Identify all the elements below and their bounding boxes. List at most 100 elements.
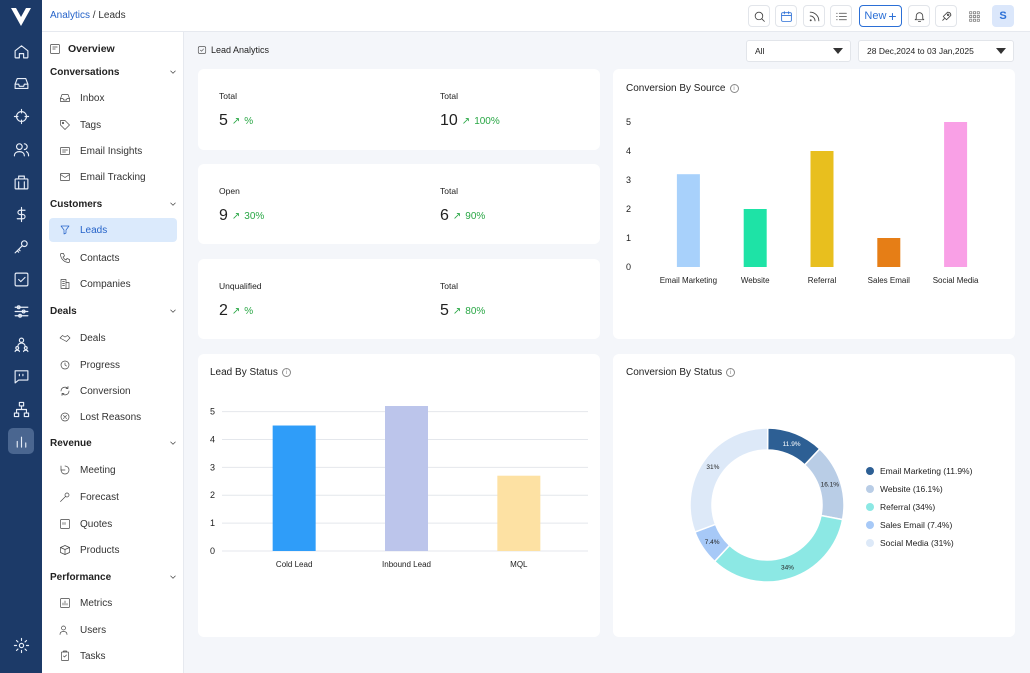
chat-icon[interactable] [8, 363, 34, 389]
sidebar-item-tasks[interactable]: Tasks [49, 644, 177, 668]
lead-by-status-chart: 0 1 2 3 4 5 Cold Lead Inbound Lead MQL [210, 406, 588, 569]
hierarchy-icon[interactable] [8, 396, 34, 422]
stat-card: Unqualified 2 ↗% Total 5 ↗ 80% [198, 259, 600, 339]
team-icon[interactable] [8, 331, 34, 357]
sidebar-item-metrics[interactable]: Metrics [49, 591, 177, 615]
stat-value: 2 [219, 302, 228, 319]
sidebar-item-quotes[interactable]: Quotes [49, 512, 177, 536]
sidebar-item-overview[interactable]: Overview [49, 42, 115, 56]
y-tick-label: 5 [626, 117, 631, 127]
search-button[interactable] [748, 5, 770, 27]
chart-title-text: Lead By Status [210, 367, 278, 378]
legend-swatch [866, 467, 874, 475]
pie-slice[interactable] [689, 427, 769, 534]
sidebar-item-lost-reasons[interactable]: Lost Reasons [49, 405, 177, 429]
section-conversations[interactable]: Conversations [50, 64, 178, 80]
sidebar-item-companies[interactable]: Companies [49, 272, 177, 296]
info-icon[interactable]: i [726, 368, 736, 377]
target-icon[interactable] [8, 103, 34, 129]
sidebar-item-meeting[interactable]: Meeting [49, 458, 177, 482]
apps-button[interactable] [963, 5, 985, 27]
status-filter-select[interactable]: All [746, 40, 851, 62]
sidebar-item-label: Lost Reasons [80, 411, 142, 423]
legend-item[interactable]: Sales Email (7.4%) [866, 516, 972, 534]
analytics-icon[interactable] [8, 428, 34, 454]
bar[interactable] [272, 425, 316, 551]
legend-item[interactable]: Website (16.1%) [866, 480, 972, 498]
legend-item[interactable]: Social Media (31%) [866, 534, 972, 552]
calendar-button[interactable] [775, 5, 797, 27]
sidebar-item-forecast[interactable]: Forecast [49, 485, 177, 509]
legend-swatch [866, 539, 874, 547]
sliders-icon[interactable] [8, 298, 34, 324]
y-tick-label: 2 [210, 490, 215, 500]
home-icon[interactable] [8, 38, 34, 64]
section-deals[interactable]: Deals [50, 303, 178, 319]
stat-percent: 30% [244, 210, 265, 222]
conversion-by-status-chart: 11.9% 16.1% 34% 7.4% 31% [689, 427, 845, 583]
x-tick-label: Referral [808, 276, 837, 285]
key-icon[interactable] [8, 233, 34, 259]
stat-value: 6 [440, 207, 449, 224]
breadcrumb-parent[interactable]: Analytics [50, 10, 91, 21]
date-range-select[interactable]: 28 Dec,2024 to 03 Jan,2025 [858, 40, 1014, 62]
info-icon[interactable]: i [281, 368, 291, 377]
slice-label: 16.1% [821, 482, 840, 489]
phone-icon [60, 253, 70, 263]
notifications-button[interactable] [908, 5, 930, 27]
stat-right: Total 10 ↗ 100% [440, 91, 500, 130]
sidebar-item-leads[interactable]: Leads [49, 218, 177, 242]
section-revenue[interactable]: Revenue [50, 435, 178, 451]
dollar-icon[interactable] [8, 201, 34, 227]
bar[interactable] [944, 122, 968, 267]
chevron-down-icon [170, 441, 176, 445]
sidebar-item-users[interactable]: Users [49, 618, 177, 642]
section-customers[interactable]: Customers [50, 196, 178, 212]
sidebar-item-tags[interactable]: Tags [49, 113, 177, 137]
feed-button[interactable] [803, 5, 825, 27]
settings-icon[interactable] [8, 632, 34, 658]
x-tick-label: Cold Lead [276, 560, 312, 569]
info-icon[interactable]: i [729, 84, 739, 93]
check-square-icon[interactable] [8, 266, 34, 292]
bar[interactable] [810, 151, 834, 267]
bar[interactable] [676, 174, 700, 267]
sidebar-item-contacts[interactable]: Contacts [49, 246, 177, 270]
sidebar-item-label: Users [80, 624, 107, 636]
sidebar-item-conversion[interactable]: Conversion [49, 379, 177, 403]
legend-label: Email Marketing (11.9%) [880, 466, 973, 476]
sidebar-item-progress[interactable]: Progress [49, 353, 177, 377]
new-button[interactable]: New + [859, 5, 902, 27]
building-icon [60, 279, 70, 289]
inbox-icon[interactable] [8, 70, 34, 96]
user-avatar[interactable]: S [992, 5, 1014, 27]
building-icon[interactable] [8, 169, 34, 195]
chart-title: Conversion By Source i [626, 83, 739, 94]
stat-value: 5 [219, 112, 228, 129]
bar[interactable] [497, 475, 541, 551]
conversion-by-source-chart: 0 1 2 3 4 5 Email Marketing Website Referral Sale… [626, 117, 979, 285]
list-button[interactable] [830, 5, 852, 27]
sidebar-item-products[interactable]: Products [49, 538, 177, 562]
launch-button[interactable] [935, 5, 957, 27]
sidebar-item-email-tracking[interactable]: Email Tracking [49, 165, 177, 189]
stat-card: Open 9 ↗ 30% Total 6 ↗ 90% [198, 164, 600, 244]
sidebar-item-label: Conversion [80, 385, 131, 397]
legend-item[interactable]: Email Marketing (11.9%) [866, 462, 972, 480]
users-icon[interactable] [8, 136, 34, 162]
sidebar-item-label: Email Tracking [80, 171, 146, 183]
legend-item[interactable]: Referral (34%) [866, 498, 972, 516]
sidebar-item-label: Forecast [80, 491, 119, 503]
y-tick-label: 1 [626, 233, 631, 243]
bar[interactable] [743, 209, 767, 267]
sidebar-item-email-insights[interactable]: Email Insights [49, 139, 177, 163]
pie-slice[interactable] [713, 514, 844, 583]
slice-label: 7.4% [705, 539, 720, 546]
sidebar-item-label: Products [80, 544, 120, 556]
bar[interactable] [877, 238, 901, 267]
sidebar-item-deals[interactable]: Deals [49, 326, 177, 350]
section-performance[interactable]: Performance [50, 569, 178, 585]
bar[interactable] [385, 406, 428, 551]
stat-left: Total 5 ↗% [219, 91, 253, 130]
sidebar-item-inbox[interactable]: Inbox [49, 86, 177, 110]
